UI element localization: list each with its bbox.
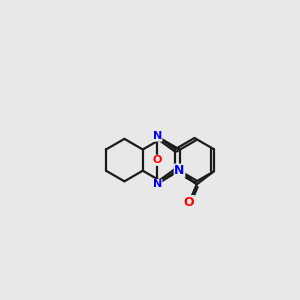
Text: O: O	[184, 196, 194, 209]
Text: N: N	[153, 179, 162, 190]
Text: O: O	[152, 155, 162, 165]
Text: N: N	[174, 164, 185, 177]
Text: N: N	[153, 131, 162, 141]
